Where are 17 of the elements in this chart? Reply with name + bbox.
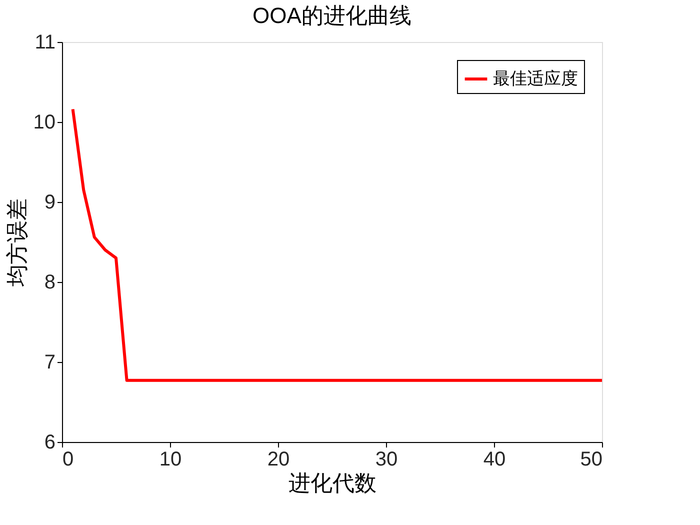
- y-tick-label: 8: [44, 272, 56, 294]
- chart-title: OOA的进化曲线: [252, 3, 412, 28]
- x-tick-label: 40: [483, 448, 506, 470]
- x-tick-label: 30: [375, 448, 398, 470]
- y-tick-label: 10: [33, 112, 56, 134]
- y-tick-label: 11: [34, 32, 56, 54]
- x-tick-label: 50: [580, 448, 602, 470]
- line-series: [71, 108, 604, 382]
- x-tick-label: 20: [267, 448, 290, 470]
- y-axis-title: 均方误差: [5, 198, 30, 288]
- x-tick-label: 10: [159, 448, 182, 470]
- y-tick-label: 9: [44, 192, 56, 214]
- y-tick-label: 6: [44, 432, 56, 454]
- legend-label: 最佳适应度: [493, 69, 578, 88]
- x-tick-label: 0: [62, 448, 74, 470]
- y-tick-label: 7: [44, 352, 56, 374]
- x-axis-title: 进化代数: [288, 472, 376, 496]
